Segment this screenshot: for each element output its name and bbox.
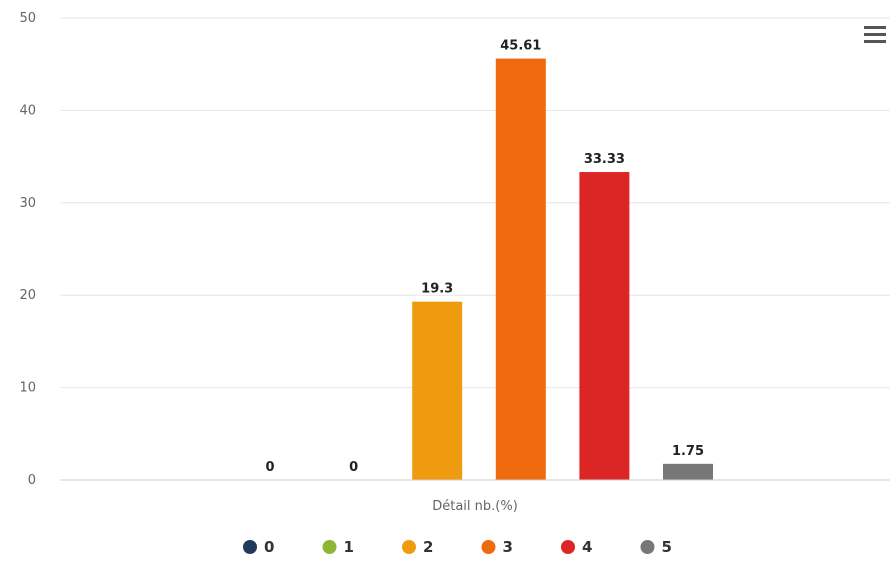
legend-label: 2	[423, 538, 433, 556]
data-label-series-1: 0	[349, 460, 358, 475]
legend-marker	[243, 540, 257, 554]
legend-marker	[322, 540, 337, 554]
grid-lines	[60, 17, 890, 389]
bar-series-3[interactable]	[495, 58, 546, 480]
x-axis-title: Détail nb.(%)	[432, 499, 518, 514]
legend-marker	[640, 540, 655, 554]
legend-item-0[interactable]: 0	[243, 538, 274, 556]
y-tick-label: 40	[19, 103, 36, 118]
bar-series-5[interactable]	[663, 463, 713, 480]
legend-marker	[561, 540, 575, 554]
legend-label: 5	[662, 538, 672, 556]
data-label-series-5: 1.75	[672, 444, 704, 459]
y-tick-label: 10	[19, 381, 36, 396]
menu-bar-line	[864, 40, 886, 43]
y-tick-label: 20	[19, 288, 36, 303]
data-label-series-4: 33.33	[584, 152, 625, 167]
data-label-series-3: 45.61	[500, 39, 541, 54]
y-tick-label: 30	[19, 196, 36, 211]
legend-item-5[interactable]: 5	[640, 538, 672, 556]
data-label-series-2: 19.3	[421, 282, 453, 297]
legend-marker	[481, 540, 496, 554]
bars	[412, 58, 713, 480]
data-label-series-0: 0	[265, 460, 274, 475]
y-tick-label: 50	[19, 11, 36, 26]
bar-series-4[interactable]	[579, 172, 630, 480]
menu-bar-line	[864, 33, 886, 36]
legend-marker	[402, 540, 416, 554]
legend-label: 0	[264, 538, 274, 556]
hamburger-menu-icon[interactable]	[864, 26, 886, 46]
y-tick-label: 0	[28, 473, 36, 488]
legend-label: 4	[582, 538, 592, 556]
bar-series-2[interactable]	[412, 301, 463, 480]
legend-item-2[interactable]: 2	[402, 538, 433, 556]
legend-item-4[interactable]: 4	[561, 538, 592, 556]
legend-label: 3	[503, 538, 513, 556]
legend-item-1[interactable]: 1	[322, 538, 354, 556]
data-labels: 0 0 19.3 45.61 33.33 1.75	[265, 39, 704, 475]
menu-bar-line	[864, 26, 886, 29]
legend-label: 1	[344, 538, 354, 556]
y-axis-ticks: 0 10 20 30 40 50	[19, 11, 36, 488]
legend-item-3[interactable]: 3	[481, 538, 513, 556]
legend: 0 1 2 3 4 5	[243, 538, 672, 556]
